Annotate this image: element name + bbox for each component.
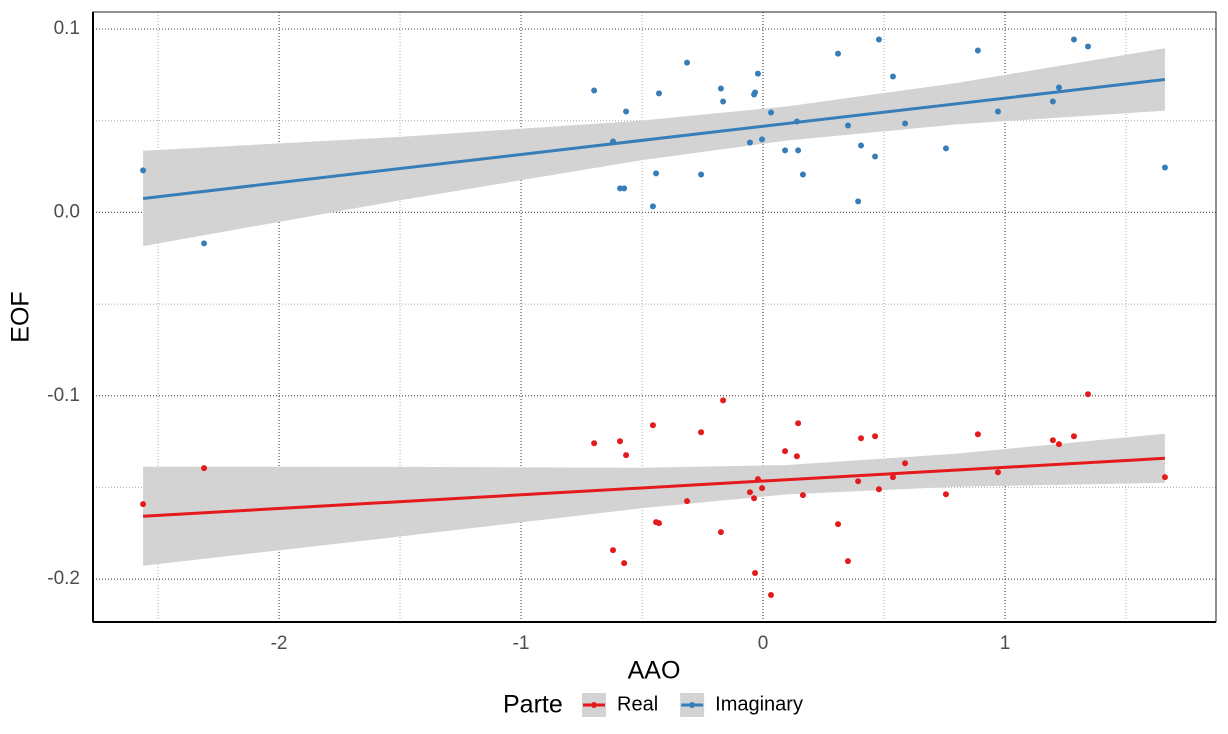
x-axis-title: AAO [628,657,681,685]
confidence-band [143,433,1165,566]
point [140,501,147,508]
legend-key-point [689,702,696,708]
fits [142,77,1166,518]
point [201,240,208,247]
point [872,153,879,160]
confidence-band [143,48,1165,247]
legend-title: Parte [503,691,563,719]
point [782,448,789,455]
point [799,492,806,499]
fit-line [142,77,1166,200]
point [717,529,724,536]
point [752,89,759,96]
point [793,453,800,460]
point [974,431,981,438]
point [621,560,628,567]
fit-line [143,456,1166,518]
point [994,469,1001,476]
legend-label: Imaginary [715,693,803,715]
point [746,489,753,496]
point [795,147,802,154]
point [610,547,617,554]
point [782,147,789,154]
point [799,171,806,178]
point [653,170,660,177]
legend-key-point [591,702,597,708]
point [1070,433,1077,440]
point [1049,98,1056,105]
point [617,438,624,445]
point [1161,164,1168,171]
point [655,520,662,527]
y-tick-label: 0.1 [54,18,80,39]
y-axis-title: EOF [7,291,35,342]
point [855,478,862,485]
point [1084,391,1091,398]
point [875,486,882,493]
point [768,592,775,599]
y-tick-label: -0.1 [47,385,80,406]
point [835,521,842,528]
legend-label: Real [617,693,658,715]
point [140,167,147,174]
point [855,198,862,205]
point [623,452,630,459]
x-tick-label: 1 [1000,633,1011,654]
point [746,139,753,146]
point [974,47,981,54]
point [621,185,628,192]
point [698,429,705,436]
point [875,36,882,43]
point [759,485,766,492]
point [754,70,761,77]
point [720,98,727,105]
x-tick-label: -2 [271,633,288,654]
point [795,420,802,427]
point [858,142,865,149]
point [902,120,909,127]
point [844,558,851,565]
point [1070,36,1077,43]
point [759,136,766,143]
point [591,440,598,447]
x-tick-label: -1 [513,633,530,654]
point [902,460,909,467]
point [201,465,208,472]
point [1084,43,1091,50]
point [942,491,949,498]
point [623,108,630,115]
point [720,397,727,404]
y-tick-label: 0.0 [54,201,80,222]
point [942,145,949,152]
point [844,122,851,129]
legend: Real Imaginary [582,693,803,717]
point [1055,84,1062,91]
point [655,90,662,97]
point [1049,437,1056,444]
point [698,171,705,178]
point [649,422,656,429]
point [684,59,691,66]
point [1161,474,1168,481]
points [140,36,1168,599]
point [872,433,879,440]
point [858,435,865,442]
point [835,50,842,57]
bands [143,48,1165,566]
point [591,87,598,94]
point [717,85,724,92]
point [649,203,656,210]
point [994,108,1001,115]
point [889,73,896,80]
point [1055,441,1062,448]
y-tick-label: -0.2 [47,568,80,589]
point [752,570,759,577]
point [768,109,775,116]
point [617,185,624,192]
point [684,498,691,505]
point [751,495,758,502]
x-tick-label: 0 [758,633,769,654]
point [889,474,896,481]
